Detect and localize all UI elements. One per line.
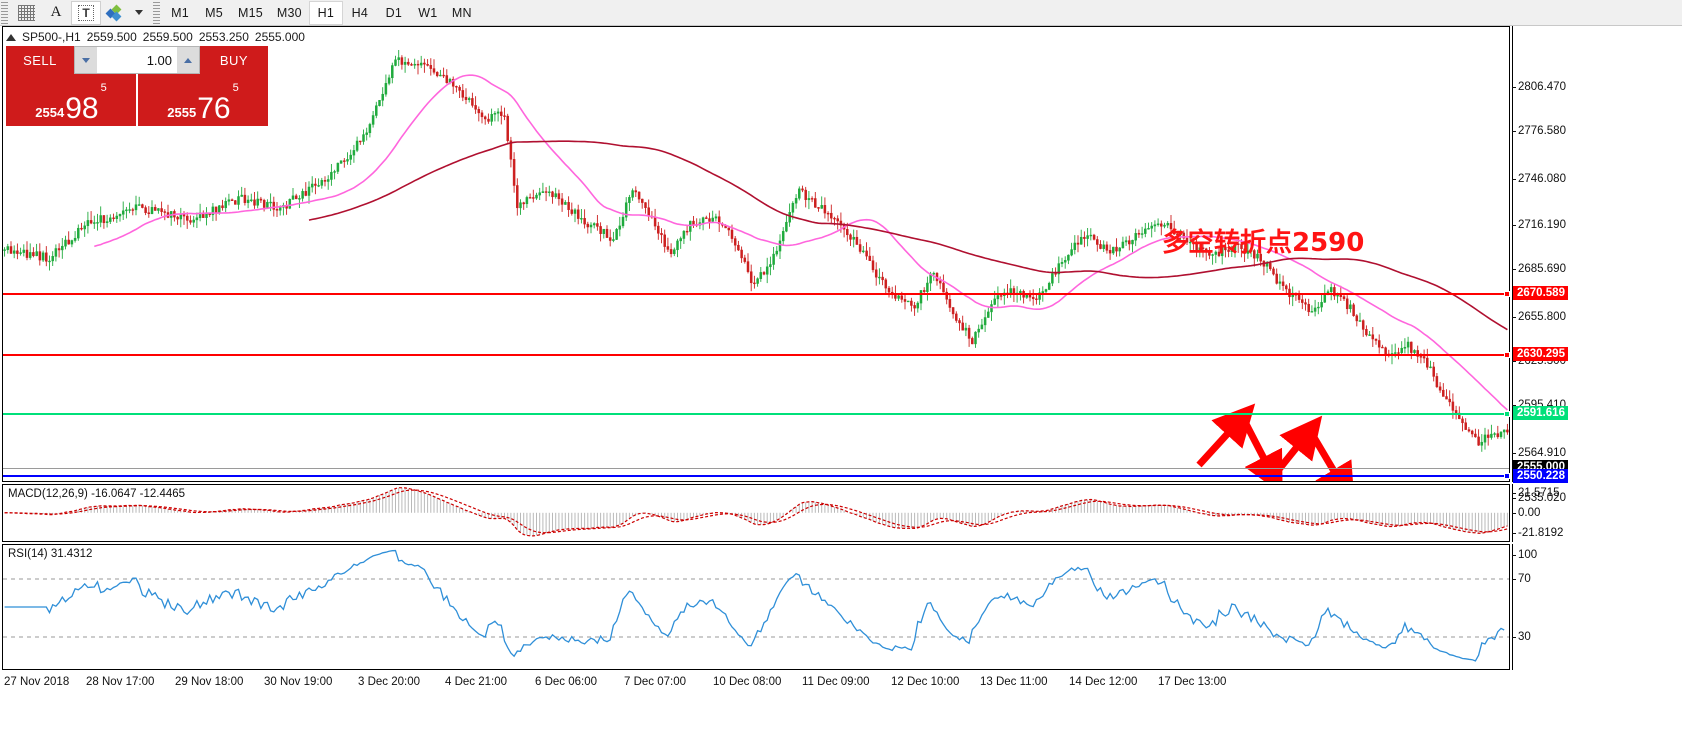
one-click-header: SELL 1.00 BUY [6,46,268,74]
one-click-trading-panel[interactable]: SELL 1.00 BUY 2554 98 5 2555 76 5 [6,46,268,126]
rsi-canvas [3,549,1509,662]
price-tick: 2716.190 [1512,219,1566,231]
buy-price-sup: 5 [232,82,239,94]
time-tick: 6 Dec 06:00 [535,676,598,688]
fgrid-icon[interactable] [11,1,41,25]
rsi-tick: 70 [1512,573,1531,585]
macd-panel[interactable]: MACD(12,26,9) -16.0647 -12.4465 [2,484,1510,542]
rsi-tick: 30 [1512,631,1531,643]
time-tick: 28 Nov 17:00 [86,676,155,688]
price-tick: 2685.690 [1512,263,1566,275]
macd-tick: -21.8192 [1512,527,1563,539]
price-axis-line [1512,26,1513,482]
chart-workspace: 2806.470 2776.580 2746.080 2716.190 2685… [0,26,1682,745]
ohlc-high: 2559.500 [142,30,193,44]
tab-timeframe-w1[interactable]: W1 [418,5,438,20]
ohlc-low: 2553.250 [198,30,249,44]
price-tick: 2535.020 [1512,492,1566,504]
time-tick: 29 Nov 18:00 [175,676,244,688]
level-line-2550[interactable] [3,473,1510,479]
toolbar-drag-handle[interactable] [1,1,8,24]
price-tick: 2806.470 [1512,81,1566,93]
rsi-axis: 100 70 30 [1512,544,1682,670]
level-line-2591[interactable] [3,411,1510,417]
level-label-resistance-2[interactable]: 2630.295 [1513,347,1568,361]
rsi-panel[interactable]: RSI(14) 31.4312 [2,544,1510,670]
time-tick: 3 Dec 20:00 [358,676,421,688]
price-tick: 2564.910 [1512,447,1566,459]
last-price-line [3,468,1509,469]
text-label-icon[interactable]: T [71,0,101,25]
buy-price-big: 76 [197,92,231,125]
timeframe-drag-handle[interactable] [153,1,160,24]
buy-button[interactable]: BUY [200,46,268,74]
symbol-info-bar: SP500-,H1 2559.500 2559.500 2553.250 255… [6,30,305,44]
level-label-resistance-1[interactable]: 2670.589 [1513,286,1568,300]
one-click-prices: 2554 98 5 2555 76 5 [6,74,268,126]
buy-price-prefix: 2555 [167,105,197,120]
volume-increase-button[interactable] [177,47,199,73]
chart-annotation-text[interactable]: 多空转折点2590 [1162,228,1365,258]
volume-input[interactable]: 1.00 [97,47,177,73]
volume-decrease-button[interactable] [75,47,97,73]
sell-price-sup: 5 [100,82,107,94]
level-line-2630[interactable] [3,352,1510,358]
price-tick: 2776.580 [1512,125,1566,137]
volume-stepper[interactable]: 1.00 [74,46,200,74]
tab-timeframe-d1[interactable]: D1 [385,5,403,20]
tab-timeframe-m5[interactable]: M5 [205,5,223,20]
time-tick: 10 Dec 08:00 [713,676,782,688]
sell-button[interactable]: SELL [6,46,74,74]
time-tick: 4 Dec 21:00 [445,676,508,688]
macd-tick: 21.5715 [1512,487,1560,499]
time-tick: 12 Dec 10:00 [891,676,960,688]
time-tick: 13 Dec 11:00 [980,676,1048,688]
rsi-axis-line [1512,544,1513,670]
macd-canvas [4,487,1508,537]
level-label-support[interactable]: 2550.228 [1513,469,1568,483]
price-tick: 2655.800 [1512,311,1566,323]
rsi-label: RSI(14) 31.4312 [8,548,93,560]
macd-label: MACD(12,26,9) -16.0647 -12.4465 [8,488,186,500]
chevron-down-icon[interactable] [131,1,147,25]
time-tick: 11 Dec 09:00 [802,676,870,688]
symbol-name: SP500-,H1 [22,30,81,44]
sell-price-big: 98 [65,92,99,125]
time-tick: 14 Dec 12:00 [1069,676,1138,688]
time-axis: 27 Nov 2018 28 Nov 17:00 29 Nov 18:00 30… [2,672,1510,698]
tab-timeframe-mn[interactable]: MN [451,5,472,20]
ohlc-close: 2555.000 [254,30,305,44]
price-series-canvas [3,50,1509,452]
tab-timeframe-m15[interactable]: M15 [238,5,263,20]
text-A-icon[interactable]: A [50,4,62,20]
tab-timeframe-h1[interactable]: H1 [308,0,343,25]
level-label-pivot[interactable]: 2591.616 [1513,406,1568,420]
tab-timeframe-m1[interactable]: M1 [171,5,189,20]
sell-price-button[interactable]: 2554 98 5 [6,74,136,126]
objects-icon[interactable] [101,1,131,25]
time-tick: 17 Dec 13:00 [1158,676,1227,688]
ohlc-open: 2559.500 [86,30,137,44]
collapse-triangle-icon[interactable] [6,33,16,41]
sell-price-prefix: 2554 [35,105,65,120]
level-line-2670[interactable] [3,291,1510,297]
buy-price-button[interactable]: 2555 76 5 [138,74,268,126]
time-tick: 7 Dec 07:00 [624,676,687,688]
tab-timeframe-h4[interactable]: H4 [351,5,369,20]
macd-axis: 21.5715 0.00 -21.8192 [1512,484,1682,542]
main-toolbar: A T M1 M5 M15 M30 H1 H4 D1 W1 MN [0,0,1682,26]
time-tick: 30 Nov 19:00 [264,676,333,688]
time-tick: 27 Nov 2018 [4,676,70,688]
price-tick: 2746.080 [1512,173,1566,185]
rsi-tick: 100 [1512,549,1537,561]
tab-timeframe-m30[interactable]: M30 [276,5,302,20]
price-axis[interactable]: 2806.470 2776.580 2746.080 2716.190 2685… [1512,26,1682,504]
macd-tick: 0.00 [1512,507,1540,519]
